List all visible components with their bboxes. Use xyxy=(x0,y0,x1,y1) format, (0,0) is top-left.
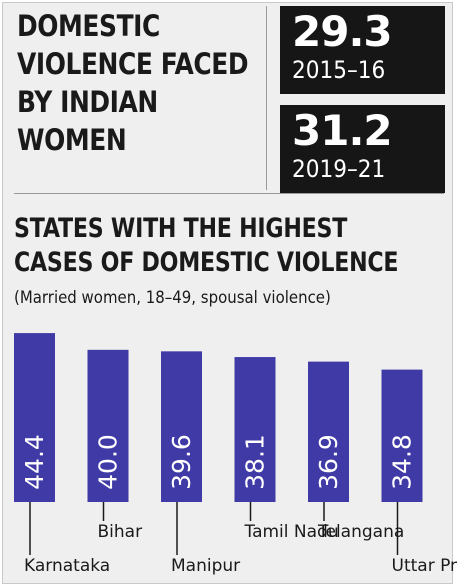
value-label: 36.9 xyxy=(314,434,343,490)
chart-title-line: STATES WITH THE HIGHEST xyxy=(14,213,348,244)
chart-subtitle: (Married women, 18–49, spousal violence) xyxy=(14,288,331,308)
vertical-divider xyxy=(266,6,267,190)
stat-period: 2019–21 xyxy=(292,155,386,183)
value-label: 40.0 xyxy=(94,434,123,490)
headline: DOMESTIC VIOLENCE FACED BY INDIAN WOMEN xyxy=(17,7,249,159)
bar-tamil-nadu xyxy=(234,357,276,502)
headline-line: DOMESTIC xyxy=(17,9,160,43)
stat-box-2015-16: 29.3 2015–16 xyxy=(280,6,445,94)
value-label: 38.1 xyxy=(241,434,270,490)
category-label: Karnataka xyxy=(24,556,110,576)
stat-period: 2015–16 xyxy=(292,56,386,84)
horizontal-divider xyxy=(14,193,444,194)
chart-title-line: CASES OF DOMESTIC VIOLENCE xyxy=(14,247,399,278)
bar-bihar xyxy=(87,349,129,502)
stat-box-2019-21: 31.2 2019–21 xyxy=(280,105,445,193)
category-label: Manipur xyxy=(171,556,240,576)
category-label: Uttar Pradesh xyxy=(392,556,457,576)
infographic-panel: DOMESTIC VIOLENCE FACED BY INDIAN WOMEN xyxy=(2,2,453,584)
stat-value: 29.3 xyxy=(292,7,393,56)
headline-line: VIOLENCE FACED xyxy=(17,47,249,81)
chart-title: STATES WITH THE HIGHEST CASES OF DOMESTI… xyxy=(14,212,408,280)
category-label: Tamil Nadu xyxy=(244,522,339,542)
value-label: 44.4 xyxy=(20,434,49,490)
value-label: 34.8 xyxy=(388,434,417,490)
value-label: 39.6 xyxy=(167,434,196,490)
headline-line: BY INDIAN xyxy=(17,85,158,119)
bar-karnataka xyxy=(14,333,55,502)
bar-telangana xyxy=(308,361,349,502)
stat-value: 31.2 xyxy=(292,106,393,155)
category-label: Bihar xyxy=(98,522,143,542)
bar-uttar-pradesh xyxy=(381,369,423,502)
bar-manipur xyxy=(161,351,202,502)
category-label: Telangana xyxy=(317,522,404,542)
headline-line: WOMEN xyxy=(17,123,127,157)
